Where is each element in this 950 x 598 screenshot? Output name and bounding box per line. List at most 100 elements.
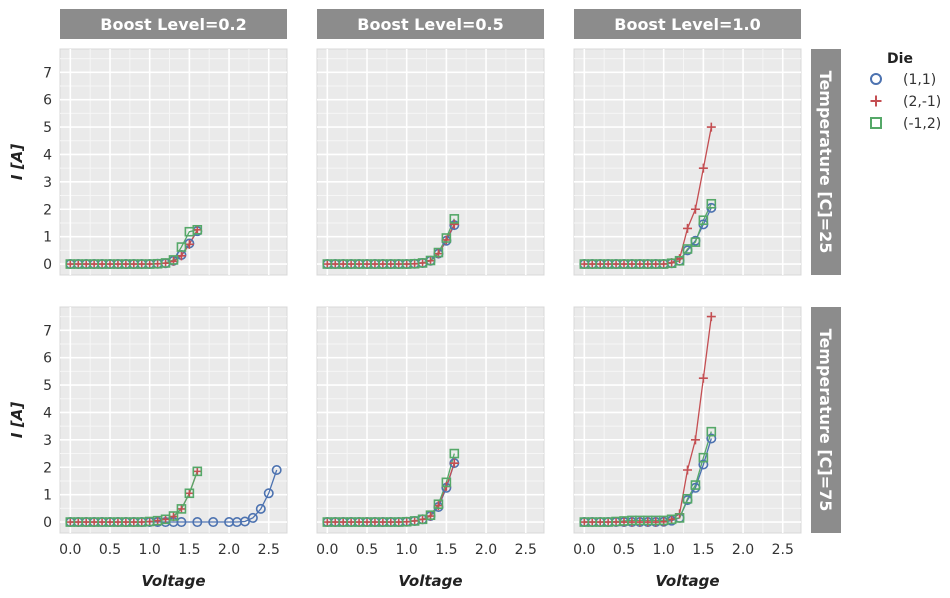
data-point xyxy=(322,517,332,527)
x-tick-label: 1.5 xyxy=(692,542,714,558)
data-point xyxy=(706,312,716,322)
data-point xyxy=(192,517,203,528)
data-point xyxy=(698,452,709,463)
data-point xyxy=(129,259,139,269)
data-point xyxy=(627,259,637,269)
data-point xyxy=(370,259,380,269)
data-point xyxy=(362,517,372,527)
y-tick-label: 4 xyxy=(43,147,52,163)
data-point xyxy=(425,510,436,520)
legend: Die (1,1) (2,-1) (-1,2) xyxy=(870,51,941,132)
x-tick-label: 0.0 xyxy=(59,542,81,558)
data-point xyxy=(425,255,436,266)
x-tick-label: 1.5 xyxy=(435,542,457,558)
y-tick-label: 6 xyxy=(43,93,52,109)
data-point xyxy=(386,517,396,527)
data-point xyxy=(184,488,195,499)
col-strip-label-2: Boost Level=1.0 xyxy=(614,15,760,34)
x-tick-label: 2.5 xyxy=(258,542,280,558)
data-point xyxy=(698,373,708,383)
data-point xyxy=(579,517,589,527)
row-strip-1 xyxy=(811,307,841,533)
data-point xyxy=(433,247,444,258)
data-point xyxy=(346,517,356,527)
data-point xyxy=(410,259,420,269)
data-point xyxy=(667,514,677,524)
data-point xyxy=(263,488,274,499)
data-point xyxy=(338,259,348,269)
y-tick-label: 7 xyxy=(43,65,52,81)
data-point xyxy=(239,516,250,527)
data-point xyxy=(354,517,364,527)
data-point xyxy=(706,198,717,209)
data-point xyxy=(89,259,99,269)
data-point xyxy=(73,259,83,269)
data-point xyxy=(97,517,107,527)
data-point xyxy=(410,516,420,526)
data-point xyxy=(113,517,123,527)
data-point xyxy=(346,259,356,269)
data-point xyxy=(161,514,171,524)
panel-r1-c1: 0.0 0.5 1.0 1.5 2.0 2.5 xyxy=(316,306,545,558)
data-point xyxy=(89,517,99,527)
data-point xyxy=(587,517,597,527)
data-point xyxy=(441,235,451,245)
legend-label-1: (2,-1) xyxy=(903,94,941,110)
data-point xyxy=(643,259,653,269)
data-point xyxy=(184,488,194,498)
x-tick-label: 0.5 xyxy=(356,542,378,558)
col-strip-1 xyxy=(317,9,544,39)
y-tick-label: 6 xyxy=(43,351,52,367)
y-tick-label: 3 xyxy=(43,433,52,449)
data-point xyxy=(595,259,605,269)
data-point xyxy=(690,204,700,214)
data-point xyxy=(255,503,266,514)
data-point xyxy=(81,517,91,527)
legend-label-0: (1,1) xyxy=(903,72,936,88)
data-point xyxy=(81,259,91,269)
data-point xyxy=(651,259,661,269)
y-tick-label: 0 xyxy=(43,257,52,273)
data-point xyxy=(168,255,179,265)
data-point xyxy=(145,259,155,269)
x-tick-label: 1.0 xyxy=(396,542,418,558)
data-point xyxy=(362,259,372,269)
data-point xyxy=(105,259,115,269)
x-tick-label: 0.5 xyxy=(99,542,121,558)
panel-r1-c2: 0.0 0.5 1.0 1.5 2.0 2.5 xyxy=(573,306,802,558)
data-point xyxy=(176,517,187,528)
row-strip-label-1: Temperature [C]=75 xyxy=(816,329,835,512)
data-point xyxy=(370,517,380,527)
col-strip-0 xyxy=(60,9,287,39)
x-tick-label: 2.0 xyxy=(475,542,497,558)
data-point xyxy=(619,259,629,269)
data-point xyxy=(176,251,186,261)
data-point xyxy=(674,513,685,523)
x-tick-label: 0.0 xyxy=(573,542,595,558)
data-point xyxy=(73,517,83,527)
data-point xyxy=(247,512,258,523)
data-point xyxy=(271,464,282,475)
panel-r0-c1 xyxy=(316,48,545,276)
data-point xyxy=(192,225,202,235)
y-tick-label: 2 xyxy=(43,460,52,476)
panel-r1-c0: 0.0 0.5 1.0 1.5 2.0 2.5 0 1 2 3 4 5 6 7 xyxy=(43,306,288,558)
data-point xyxy=(386,259,396,269)
data-point xyxy=(449,448,460,459)
x-axis-title-col-0: Voltage xyxy=(141,572,205,590)
y-tick-label: 5 xyxy=(43,378,52,394)
data-point xyxy=(698,459,709,470)
panel-r0-c2 xyxy=(573,48,802,276)
data-point xyxy=(176,242,187,252)
data-point xyxy=(611,259,621,269)
x-tick-label: 2.0 xyxy=(732,542,754,558)
x-tick-label: 0.0 xyxy=(316,542,338,558)
col-strip-label-1: Boost Level=0.5 xyxy=(357,15,503,34)
data-point xyxy=(378,259,388,269)
data-point xyxy=(690,237,701,247)
col-strip-2 xyxy=(574,9,801,39)
data-point xyxy=(706,426,717,437)
data-point xyxy=(121,517,131,527)
plot-background xyxy=(573,48,802,276)
